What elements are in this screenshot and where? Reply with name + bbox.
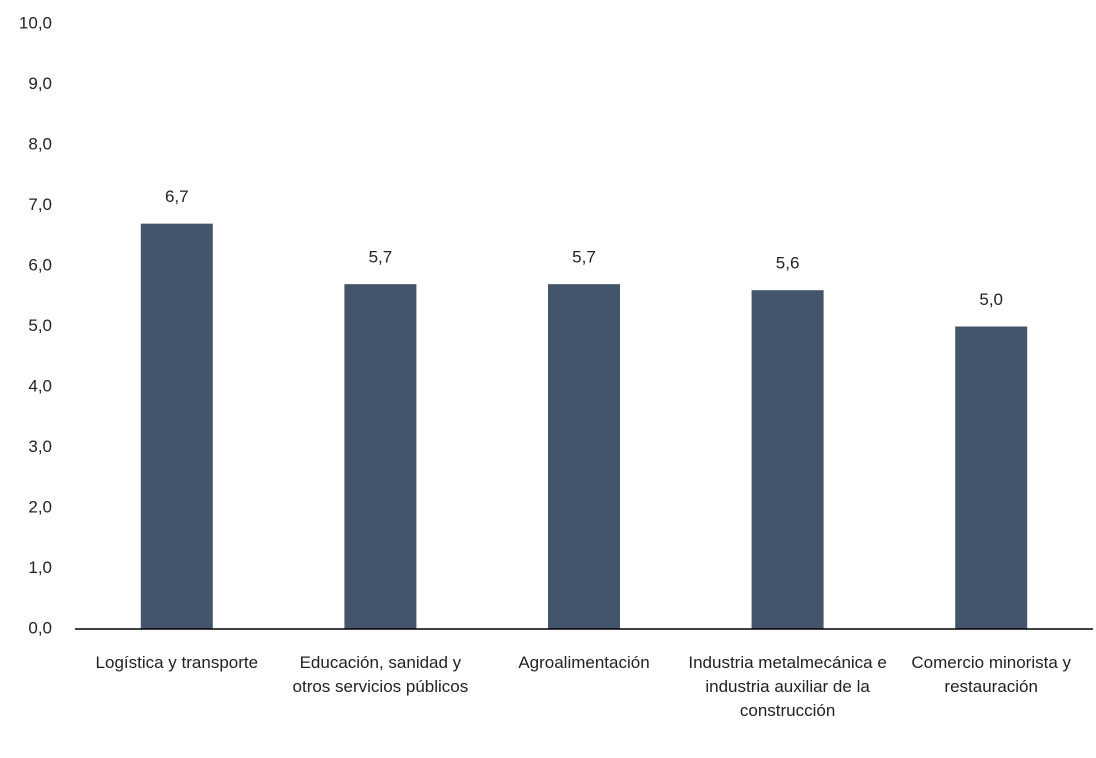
y-tick-label: 5,0	[28, 316, 52, 335]
data-label: 5,6	[776, 254, 800, 273]
x-tick-label: Agroalimentación	[518, 653, 650, 672]
bar	[344, 284, 417, 629]
data-label: 5,7	[369, 248, 393, 267]
y-tick-label: 4,0	[28, 376, 52, 395]
x-tick-label: Educación, sanidad y otros servicios púb…	[292, 653, 469, 696]
y-tick-label: 0,0	[28, 618, 52, 637]
y-tick-label: 9,0	[28, 74, 52, 93]
bar	[955, 326, 1028, 629]
data-label: 5,7	[572, 248, 596, 267]
data-label: 5,0	[979, 290, 1003, 309]
y-tick-label: 6,0	[28, 255, 52, 274]
bar	[140, 223, 213, 629]
y-tick-label: 7,0	[28, 195, 52, 214]
bar	[548, 284, 620, 629]
x-tick-label: Logística y transporte	[95, 653, 259, 672]
y-tick-label: 8,0	[28, 134, 52, 153]
bar	[751, 290, 824, 629]
y-tick-label: 3,0	[28, 437, 52, 456]
y-tick-label: 1,0	[28, 558, 52, 577]
y-tick-label: 2,0	[28, 497, 52, 516]
y-tick-label: 10,0	[19, 13, 52, 32]
x-tick-label: Comercio minorista y restauración	[911, 653, 1072, 696]
data-label: 6,7	[165, 187, 189, 206]
x-tick-label: Industria metalmecánica e industria auxi…	[688, 653, 887, 720]
